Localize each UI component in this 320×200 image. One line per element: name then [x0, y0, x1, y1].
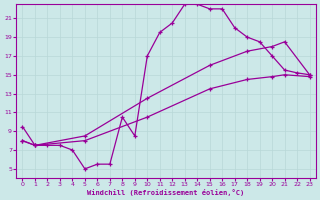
X-axis label: Windchill (Refroidissement éolien,°C): Windchill (Refroidissement éolien,°C) [87, 189, 245, 196]
